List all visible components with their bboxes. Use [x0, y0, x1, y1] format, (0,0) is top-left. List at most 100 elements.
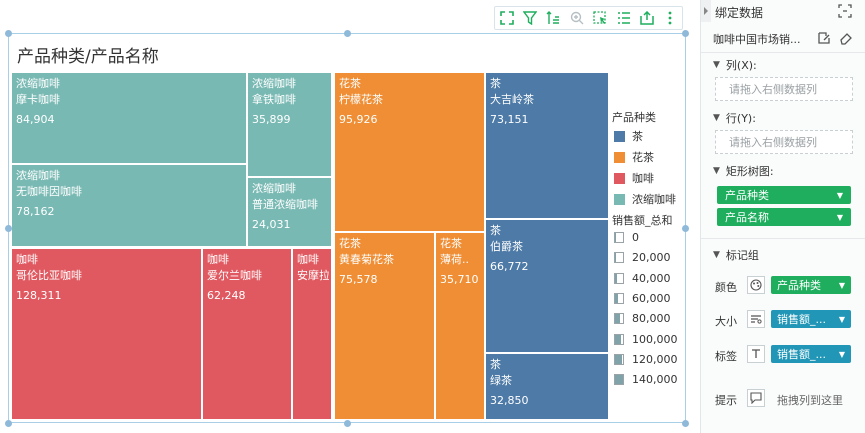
treemap-cell[interactable] — [486, 354, 608, 419]
chart-canvas: 产品种类/产品名称 浓缩咖啡 摩卡咖啡 84,904 浓缩咖啡 拿铁咖啡 35,899 浓缩… — [5, 6, 689, 427]
treemap-cell[interactable] — [335, 73, 484, 231]
legend-size-item[interactable]: 80,000 — [614, 312, 671, 325]
legend-color-item[interactable]: 花茶 — [614, 149, 654, 165]
treemap-cell[interactable] — [486, 73, 608, 218]
treemap-cell[interactable] — [248, 73, 331, 176]
resize-handle[interactable] — [5, 420, 12, 427]
edit-dataset-icon[interactable] — [817, 31, 831, 45]
legend-size-swatch — [614, 353, 624, 365]
dataset-name[interactable]: 咖啡中国市场销... — [713, 33, 801, 46]
sort-icon[interactable] — [545, 10, 561, 26]
legend-size-item[interactable]: 60,000 — [614, 292, 671, 305]
treemap-cell[interactable] — [335, 233, 434, 419]
tip-drop-zone[interactable]: 拖拽列到这里 — [777, 394, 843, 407]
treemap-cell[interactable] — [203, 249, 291, 419]
rows-section[interactable]: ▼ 行(Y): — [713, 110, 756, 126]
export-icon[interactable] — [639, 10, 655, 26]
treemap-cell-label: 茶伯爵茶 66,772 — [490, 224, 529, 273]
swap-icon[interactable] — [837, 3, 853, 19]
caret-down-icon[interactable]: ▼ — [836, 190, 843, 200]
resize-handle[interactable] — [5, 225, 12, 232]
legend-size-item[interactable]: 140,000 — [614, 373, 678, 386]
binding-panel: 绑定数据 咖啡中国市场销... ▼ 列(X): 请拖入右侧数据列 ▼ 行(Y): 请… — [700, 0, 865, 433]
resize-handle[interactable] — [682, 30, 689, 37]
legend-size-label: 60,000 — [632, 291, 671, 305]
treemap-cell[interactable] — [12, 249, 201, 419]
legend-size-item[interactable]: 40,000 — [614, 272, 671, 285]
rows-label: 行(Y): — [725, 112, 756, 125]
expand-icon[interactable] — [499, 10, 515, 26]
treemap-cell-label: 花茶 柠檬花茶 95,926 — [339, 77, 383, 126]
legend-swatch — [614, 172, 625, 184]
treemap-cell[interactable] — [436, 233, 484, 419]
legend-color-item[interactable]: 咖啡 — [614, 170, 654, 186]
chevron-down-icon: ▼ — [713, 113, 720, 123]
palette-icon[interactable] — [747, 276, 765, 294]
treemap-field-pill[interactable]: 产品名称 ▼ — [717, 208, 851, 226]
tooltip-icon[interactable] — [747, 389, 765, 407]
label-icon[interactable] — [747, 345, 765, 363]
legend-size-swatch — [614, 313, 624, 325]
resize-handle[interactable] — [682, 420, 689, 427]
marks-section[interactable]: ▼ 标记组 — [713, 247, 759, 263]
legend-swatch — [614, 130, 625, 142]
legend-label: 茶 — [632, 130, 643, 143]
resize-handle[interactable] — [344, 30, 351, 37]
size-icon[interactable] — [747, 310, 765, 328]
legend-size-item[interactable]: 120,000 — [614, 353, 678, 366]
treemap-cell[interactable] — [12, 73, 246, 163]
chevron-down-icon: ▼ — [713, 60, 720, 70]
legend-label: 浓缩咖啡 — [632, 193, 676, 206]
treemap-cell[interactable] — [486, 220, 608, 352]
legend-label: 花茶 — [632, 151, 654, 164]
legend-size-swatch — [614, 292, 624, 304]
resize-handle[interactable] — [682, 225, 689, 232]
color-field-pill[interactable]: 产品种类 ▼ — [771, 276, 851, 294]
zoom-icon[interactable] — [569, 10, 585, 26]
resize-handle[interactable] — [5, 30, 12, 37]
rows-drop-zone[interactable]: 请拖入右侧数据列 — [715, 130, 853, 154]
treemap-cell[interactable] — [248, 178, 331, 246]
panel-title: 绑定数据 — [715, 6, 764, 20]
legend-size-swatch — [614, 232, 624, 243]
treemap-cell[interactable] — [12, 165, 246, 246]
filter-icon[interactable] — [522, 10, 538, 26]
legend-size-label: 0 — [632, 231, 639, 244]
caret-down-icon[interactable]: ▼ — [838, 280, 845, 290]
tag-label: 标签 — [715, 350, 737, 363]
treemap-cell-label: 咖啡 哥伦比亚咖啡 128,311 — [16, 253, 82, 302]
treemap-cell-label: 浓缩咖啡 摩卡咖啡 84,904 — [16, 77, 60, 126]
columns-section[interactable]: ▼ 列(X): — [713, 57, 757, 73]
caret-down-icon[interactable]: ▼ — [836, 212, 843, 222]
caret-down-icon[interactable]: ▼ — [838, 349, 845, 359]
treemap-cell-label: 咖啡 安摩拉 — [297, 253, 329, 282]
legend-size-item[interactable]: 100,000 — [614, 333, 678, 346]
treemap-cell[interactable] — [293, 249, 331, 419]
treemap-cell-label: 茶绿茶 32,850 — [490, 358, 529, 407]
list-icon[interactable] — [616, 10, 632, 26]
treemap-field-pill[interactable]: 产品种类 ▼ — [717, 186, 851, 204]
legend-size-label: 40,000 — [632, 271, 671, 285]
more-icon[interactable] — [662, 10, 678, 26]
legend-size-item[interactable]: 0 — [614, 231, 639, 244]
legend-size-label: 120,000 — [632, 352, 678, 366]
tip-label: 提示 — [715, 394, 737, 407]
caret-down-icon[interactable]: ▼ — [838, 314, 845, 324]
treemap-section[interactable]: ▼ 矩形树图: — [713, 163, 774, 179]
legend-size-label: 100,000 — [632, 332, 678, 346]
treemap-cell-label: 咖啡 爱尔兰咖啡 62,248 — [207, 253, 262, 302]
tag-field-pill[interactable]: 销售额_... ▼ — [771, 345, 851, 363]
select-icon[interactable] — [592, 10, 608, 26]
columns-drop-zone[interactable]: 请拖入右侧数据列 — [715, 77, 853, 101]
resize-handle[interactable] — [344, 420, 351, 427]
size-field-pill[interactable]: 销售额_... ▼ — [771, 310, 851, 328]
legend-swatch — [614, 193, 625, 205]
collapse-panel-button[interactable] — [701, 0, 711, 22]
marks-label: 标记组 — [725, 249, 759, 262]
eraser-icon[interactable] — [839, 31, 853, 45]
legend-size-swatch — [614, 374, 624, 386]
legend-size-item[interactable]: 20,000 — [614, 251, 671, 264]
treemap-cell-label: 花茶 薄荷.. 35,710 — [440, 237, 479, 286]
legend-color-item[interactable]: 茶 — [614, 128, 643, 144]
legend-color-item[interactable]: 浓缩咖啡 — [614, 191, 676, 207]
